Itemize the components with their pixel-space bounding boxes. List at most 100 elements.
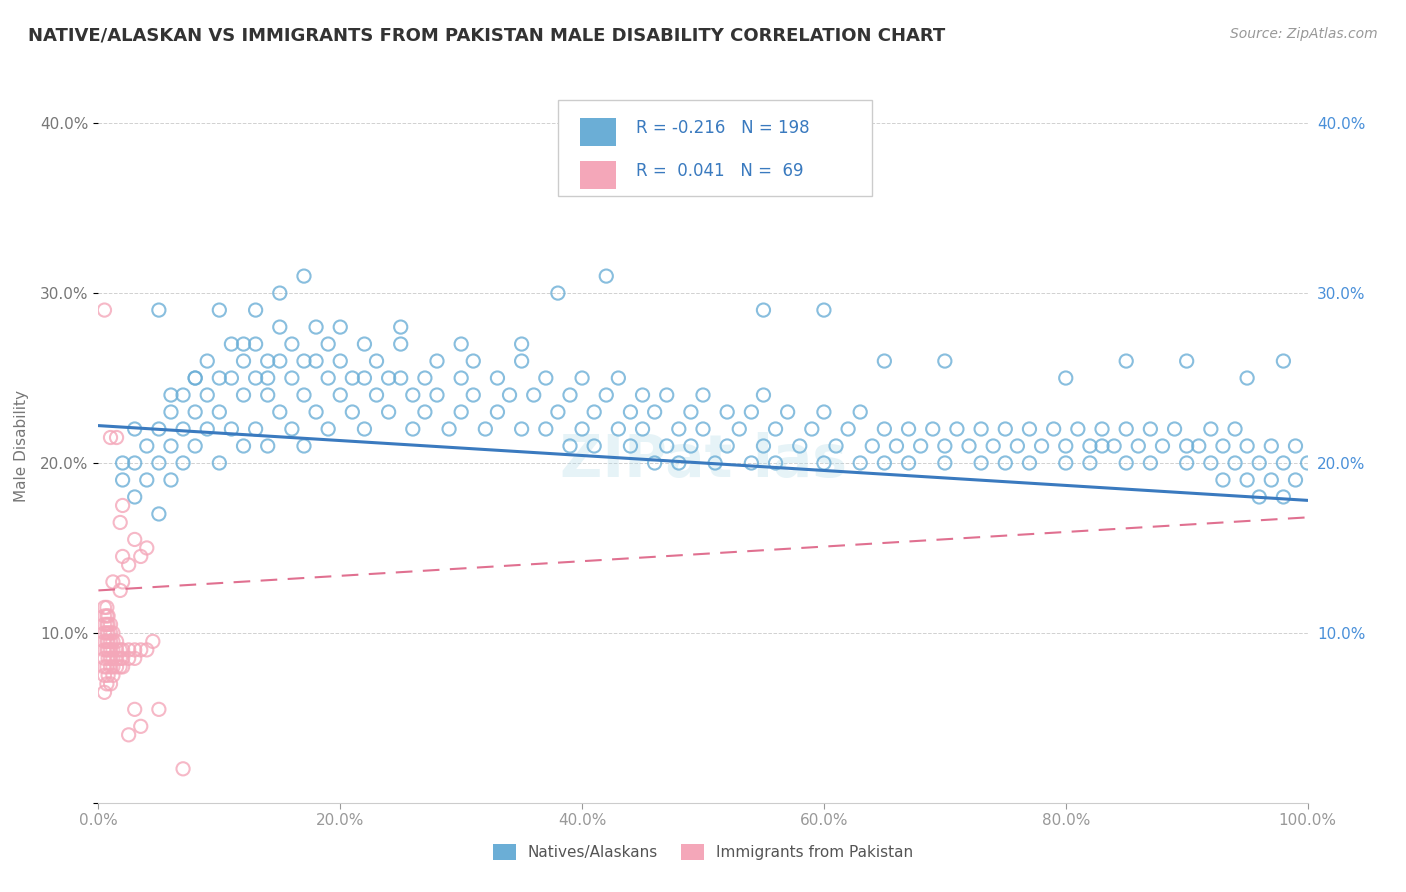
Point	[934, 456, 956, 470]
Point	[366, 388, 388, 402]
Point	[619, 405, 641, 419]
Point	[316, 371, 339, 385]
Point	[402, 422, 425, 436]
Point	[668, 456, 690, 470]
Point	[101, 651, 124, 665]
Point	[118, 651, 141, 665]
Point	[716, 439, 738, 453]
Point	[269, 320, 291, 334]
Point	[1272, 354, 1295, 368]
Point	[108, 583, 131, 598]
Point	[921, 422, 943, 436]
Point	[221, 422, 243, 436]
Point	[1139, 456, 1161, 470]
Point	[813, 303, 835, 318]
Point	[1199, 422, 1222, 436]
Text: R =  0.041   N =  69: R = 0.041 N = 69	[637, 162, 804, 180]
Point	[292, 354, 315, 368]
Point	[1272, 456, 1295, 470]
Point	[111, 651, 134, 665]
Point	[1054, 371, 1077, 385]
Point	[1249, 490, 1271, 504]
Point	[100, 430, 122, 444]
Point	[221, 337, 243, 351]
Point	[860, 439, 883, 453]
Point	[281, 371, 304, 385]
Point	[93, 643, 115, 657]
Point	[1284, 473, 1306, 487]
Point	[994, 456, 1017, 470]
Point	[195, 388, 218, 402]
Point	[534, 422, 557, 436]
Point	[1212, 473, 1234, 487]
Point	[450, 337, 472, 351]
Point	[148, 702, 170, 716]
Point	[389, 320, 412, 334]
Point	[245, 422, 267, 436]
Point	[245, 371, 267, 385]
Point	[148, 507, 170, 521]
Point	[837, 422, 859, 436]
Point	[1212, 439, 1234, 453]
Point	[96, 660, 118, 674]
Text: NATIVE/ALASKAN VS IMMIGRANTS FROM PAKISTAN MALE DISABILITY CORRELATION CHART: NATIVE/ALASKAN VS IMMIGRANTS FROM PAKIST…	[28, 27, 945, 45]
Point	[135, 541, 157, 555]
Point	[93, 600, 115, 615]
Point	[1018, 422, 1040, 436]
Point	[172, 422, 194, 436]
Point	[1067, 422, 1090, 436]
Point	[316, 422, 339, 436]
Point	[97, 634, 120, 648]
Point	[450, 405, 472, 419]
Point	[558, 388, 581, 402]
Point	[124, 422, 146, 436]
Point	[108, 660, 131, 674]
Point	[1115, 456, 1137, 470]
Point	[93, 660, 115, 674]
Point	[1054, 456, 1077, 470]
Point	[534, 371, 557, 385]
Point	[716, 405, 738, 419]
Point	[124, 456, 146, 470]
Point	[93, 651, 115, 665]
Point	[108, 643, 131, 657]
Point	[269, 405, 291, 419]
Point	[232, 388, 254, 402]
Point	[510, 422, 533, 436]
Point	[1115, 354, 1137, 368]
Point	[111, 643, 134, 657]
Point	[118, 558, 141, 572]
Point	[571, 371, 593, 385]
Point	[486, 405, 509, 419]
Point	[208, 456, 231, 470]
Point	[305, 405, 328, 419]
Point	[93, 668, 115, 682]
Point	[111, 499, 134, 513]
Point	[184, 405, 207, 419]
Point	[463, 354, 485, 368]
Point	[100, 626, 122, 640]
Point	[1260, 473, 1282, 487]
Point	[97, 651, 120, 665]
Point	[93, 608, 115, 623]
Point	[256, 439, 278, 453]
Point	[607, 422, 630, 436]
Point	[245, 303, 267, 318]
Point	[910, 439, 932, 453]
Point	[124, 702, 146, 716]
Point	[184, 371, 207, 385]
Point	[105, 643, 128, 657]
Point	[100, 651, 122, 665]
Point	[510, 337, 533, 351]
Point	[111, 456, 134, 470]
Point	[523, 388, 546, 402]
Point	[245, 337, 267, 351]
Point	[292, 439, 315, 453]
Point	[1175, 354, 1198, 368]
Point	[970, 422, 993, 436]
Point	[437, 422, 460, 436]
Point	[547, 405, 569, 419]
Point	[1007, 439, 1029, 453]
Point	[305, 354, 328, 368]
Point	[644, 456, 666, 470]
